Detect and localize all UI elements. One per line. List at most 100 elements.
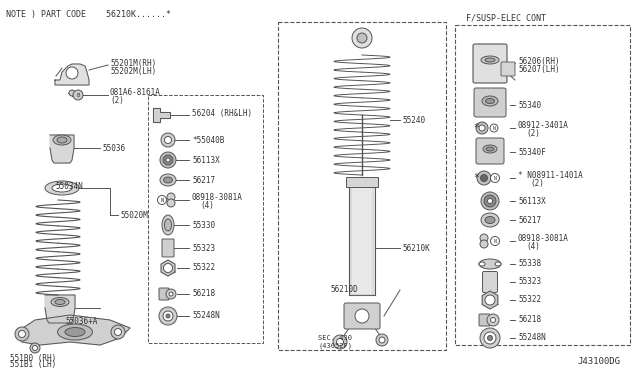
Text: (2): (2) <box>530 179 544 187</box>
Text: 08918-3081A: 08918-3081A <box>192 192 243 202</box>
Text: 55036: 55036 <box>102 144 125 153</box>
Text: 56113X: 56113X <box>518 196 546 205</box>
Ellipse shape <box>65 327 85 337</box>
Text: 56207(LH): 56207(LH) <box>518 64 559 74</box>
Text: 55323: 55323 <box>518 278 541 286</box>
Ellipse shape <box>55 299 65 305</box>
Bar <box>148 95 263 343</box>
Circle shape <box>166 158 170 162</box>
Text: 081A6-8161A: 081A6-8161A <box>110 87 161 96</box>
Polygon shape <box>153 108 170 122</box>
Circle shape <box>164 137 172 144</box>
Text: * N08911-1401A: * N08911-1401A <box>518 170 583 180</box>
Text: 55322: 55322 <box>192 263 215 273</box>
Circle shape <box>484 195 496 207</box>
Circle shape <box>166 314 170 318</box>
Text: 551B1 (LH): 551B1 (LH) <box>10 360 56 369</box>
FancyBboxPatch shape <box>159 288 169 300</box>
Circle shape <box>69 90 75 96</box>
FancyBboxPatch shape <box>473 44 507 83</box>
Ellipse shape <box>45 181 79 195</box>
Ellipse shape <box>486 99 495 103</box>
Text: N: N <box>493 176 497 180</box>
Text: *55040B: *55040B <box>192 135 225 144</box>
Ellipse shape <box>51 298 69 307</box>
FancyBboxPatch shape <box>479 314 490 326</box>
Circle shape <box>352 28 372 48</box>
Circle shape <box>166 289 176 299</box>
Circle shape <box>488 336 493 340</box>
Circle shape <box>163 263 173 273</box>
FancyBboxPatch shape <box>344 303 380 329</box>
Circle shape <box>73 90 83 100</box>
Text: 55248N: 55248N <box>192 311 220 321</box>
Ellipse shape <box>485 58 495 62</box>
Text: *: * <box>473 123 479 133</box>
Text: *: * <box>473 173 479 183</box>
Polygon shape <box>482 291 498 309</box>
Circle shape <box>333 335 347 349</box>
Text: 55330: 55330 <box>192 221 215 230</box>
Ellipse shape <box>479 259 501 269</box>
Ellipse shape <box>163 177 173 183</box>
Circle shape <box>357 33 367 43</box>
Circle shape <box>490 173 499 183</box>
Text: 55338: 55338 <box>518 260 541 269</box>
Circle shape <box>480 328 500 348</box>
Text: 08918-3081A: 08918-3081A <box>518 234 569 243</box>
Polygon shape <box>45 295 75 323</box>
Circle shape <box>481 174 488 182</box>
Bar <box>346 177 378 187</box>
Ellipse shape <box>483 145 497 153</box>
Text: 55323: 55323 <box>192 244 215 253</box>
Polygon shape <box>50 135 74 163</box>
Circle shape <box>490 237 499 246</box>
Circle shape <box>15 327 29 341</box>
Bar <box>278 22 446 350</box>
Text: (2): (2) <box>110 96 124 105</box>
Text: NOTE ) PART CODE    56210K......*: NOTE ) PART CODE 56210K......* <box>6 10 171 19</box>
Text: 55202M(LH): 55202M(LH) <box>110 67 156 76</box>
Ellipse shape <box>481 213 499 227</box>
Circle shape <box>485 295 495 305</box>
Text: (4): (4) <box>200 201 214 209</box>
Ellipse shape <box>485 217 495 224</box>
Polygon shape <box>55 64 89 85</box>
Text: 56206(RH): 56206(RH) <box>518 57 559 65</box>
Ellipse shape <box>164 219 172 231</box>
FancyBboxPatch shape <box>501 62 515 76</box>
Text: 08912-3401A: 08912-3401A <box>518 121 569 129</box>
Circle shape <box>487 314 499 326</box>
Circle shape <box>19 330 26 337</box>
Text: 55340: 55340 <box>518 100 541 109</box>
Circle shape <box>481 192 499 210</box>
Bar <box>455 25 630 345</box>
Circle shape <box>163 311 173 321</box>
Ellipse shape <box>482 96 498 106</box>
Text: 55034N: 55034N <box>55 182 83 190</box>
Circle shape <box>30 343 40 353</box>
Text: 55036+A: 55036+A <box>65 317 97 327</box>
Ellipse shape <box>57 137 67 143</box>
Circle shape <box>167 199 175 207</box>
Circle shape <box>33 346 38 350</box>
Text: 55248N: 55248N <box>518 334 546 343</box>
Text: 56217: 56217 <box>518 215 541 224</box>
FancyBboxPatch shape <box>476 138 504 164</box>
Text: B: B <box>76 93 79 97</box>
Ellipse shape <box>53 135 71 145</box>
Text: 55020M: 55020M <box>120 211 148 219</box>
Circle shape <box>159 307 177 325</box>
Circle shape <box>161 133 175 147</box>
Circle shape <box>160 152 176 168</box>
Text: 55340F: 55340F <box>518 148 546 157</box>
FancyBboxPatch shape <box>162 239 174 257</box>
Text: SEC. 430: SEC. 430 <box>318 335 352 341</box>
Text: 56113X: 56113X <box>192 155 220 164</box>
Circle shape <box>376 334 388 346</box>
Ellipse shape <box>481 56 499 64</box>
Circle shape <box>337 339 344 346</box>
Text: N: N <box>493 125 495 131</box>
Text: 55240: 55240 <box>402 115 425 125</box>
Text: J43100DG: J43100DG <box>577 357 620 366</box>
